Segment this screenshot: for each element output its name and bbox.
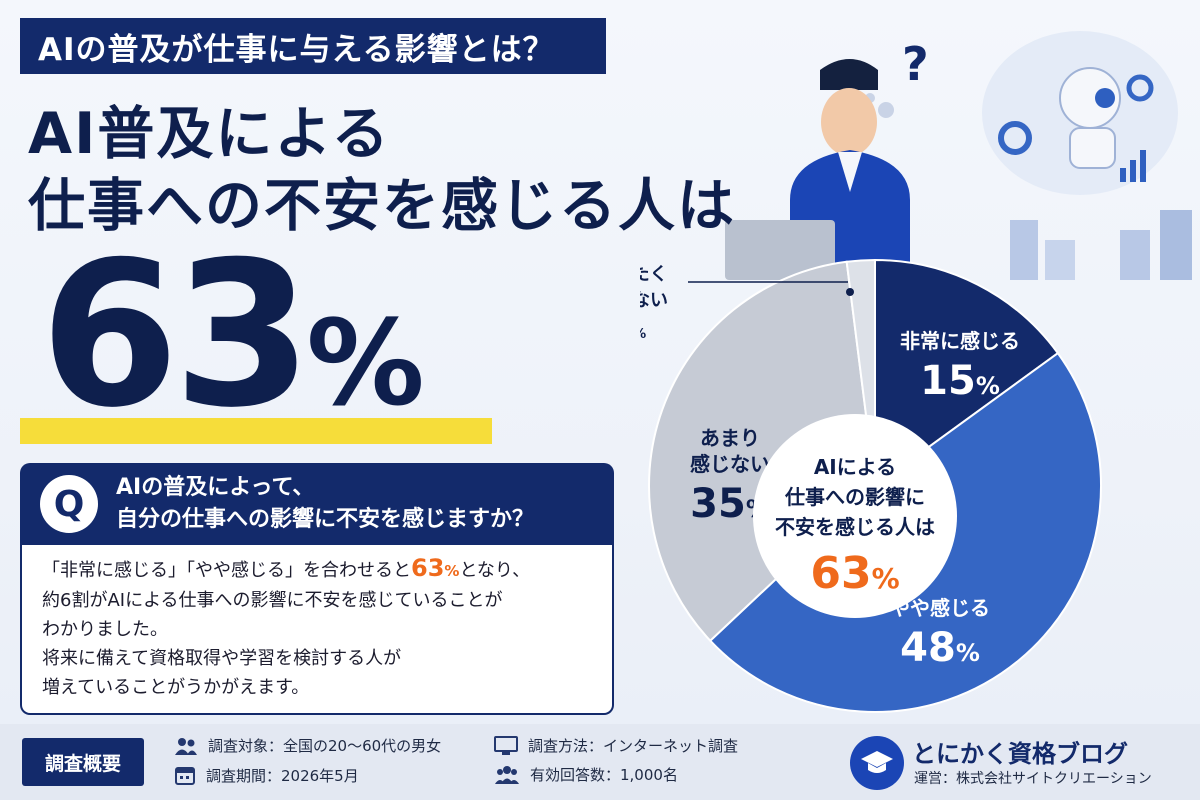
graduation-cap-logo-icon — [850, 736, 904, 790]
big-statistic: 63% — [30, 228, 470, 438]
pie-chart: 非常に感じる15%やや感じる48%あまり感じない35%まったく感じない2%AIに… — [640, 258, 1102, 713]
slice-4-label-line-1: まったく — [640, 264, 668, 285]
headline-line-2: 仕事への不安を感じる人は — [28, 173, 736, 239]
center-text-line-3: 不安を感じる人は — [775, 515, 935, 539]
group-icon — [495, 765, 519, 784]
blog-operator: 運営：株式会社サイトクリエーション — [914, 771, 1152, 787]
blog-name: とにかく資格ブログ — [912, 740, 1128, 768]
survey-period-item: 調査期間：2026年5月 — [174, 764, 359, 786]
question-line-2: 自分の仕事への影響に不安を感じますか？ — [116, 507, 535, 532]
answer-line-5: 増えていることがうかがえます。 — [42, 677, 310, 698]
svg-text:?: ? — [902, 40, 929, 91]
survey-footer: 調査概要 調査対象：全国の20〜60代の男女 調査期間：2026年5月 調査方法… — [0, 724, 1200, 800]
survey-target-item: 調査対象：全国の20〜60代の男女 — [174, 735, 441, 756]
slice-4-value: 2% — [640, 319, 646, 344]
calendar-icon — [175, 767, 195, 785]
question-line-1: AIの普及によって、 — [116, 475, 315, 500]
worried-businessman-illustration: ? — [725, 40, 929, 280]
answer-line-1a: 「非常に感じる」「やや感じる」を合わせると — [42, 560, 411, 581]
answer-highlight-unit: % — [444, 562, 460, 580]
big-percent-sign: % — [306, 294, 425, 432]
survey-responses-text: 有効回答数：1,000名 — [530, 766, 678, 784]
pie-slice-3 — [648, 260, 877, 643]
slice-1-label-line-1: 非常に感じる — [900, 329, 1020, 353]
slice-1-value: 15% — [920, 358, 1000, 404]
ai-robot-thought-bubble — [982, 31, 1178, 195]
people-icon — [175, 737, 197, 755]
pie-slice-1 — [874, 258, 1060, 488]
highlight-underline — [20, 418, 492, 444]
survey-method-item: 調査方法：インターネット調査 — [494, 735, 738, 756]
question-mark-icon: Q — [40, 475, 98, 533]
survey-summary-badge: 調査概要 — [22, 738, 144, 786]
topic-tag: AIの普及が仕事に与える影響とは？ — [20, 18, 606, 74]
headline-line-1: AI普及による — [28, 101, 391, 167]
survey-method-text: 調査方法：インターネット調査 — [528, 737, 739, 755]
slice-3-label-line-1: あまり — [700, 426, 760, 450]
question-box: Q AIの普及によって、 自分の仕事への影響に不安を感じますか？ — [20, 463, 614, 545]
answer-line-4: 将来に備えて資格取得や学習を検討する人が — [42, 648, 402, 669]
survey-period-text: 調査期間：2026年5月 — [206, 766, 359, 785]
slice-4-label-line-2: 感じない — [640, 289, 668, 311]
answer-line-2: 約6割がAIによる仕事への影響に不安を感じていることが — [42, 590, 503, 611]
big-number: 63 — [40, 219, 312, 452]
survey-target-text: 調査対象：全国の20〜60代の男女 — [208, 737, 442, 755]
center-circle — [753, 414, 957, 618]
center-value: 63% — [810, 548, 899, 599]
city-skyline-illustration — [1010, 210, 1192, 280]
center-text-line-1: AIによる — [814, 455, 896, 479]
answer-line-3: わかりました。 — [42, 619, 168, 640]
survey-responses-item: 有効回答数：1,000名 — [494, 764, 678, 785]
blog-brand: とにかく資格ブログ 運営：株式会社サイトクリエーション — [850, 732, 1180, 794]
answer-highlight-number: 63 — [411, 554, 445, 582]
answer-box: 「非常に感じる」「やや感じる」を合わせると63%となり、 約6割がAIによる仕事… — [20, 545, 614, 715]
slice-3-label-line-2: 感じない — [690, 452, 770, 476]
monitor-icon — [494, 735, 518, 755]
center-text-line-2: 仕事への影響に — [784, 485, 925, 509]
slice-2-value: 48% — [900, 625, 980, 671]
slice-4-leader-dot — [846, 288, 854, 296]
answer-line-1b: となり、 — [459, 560, 531, 581]
